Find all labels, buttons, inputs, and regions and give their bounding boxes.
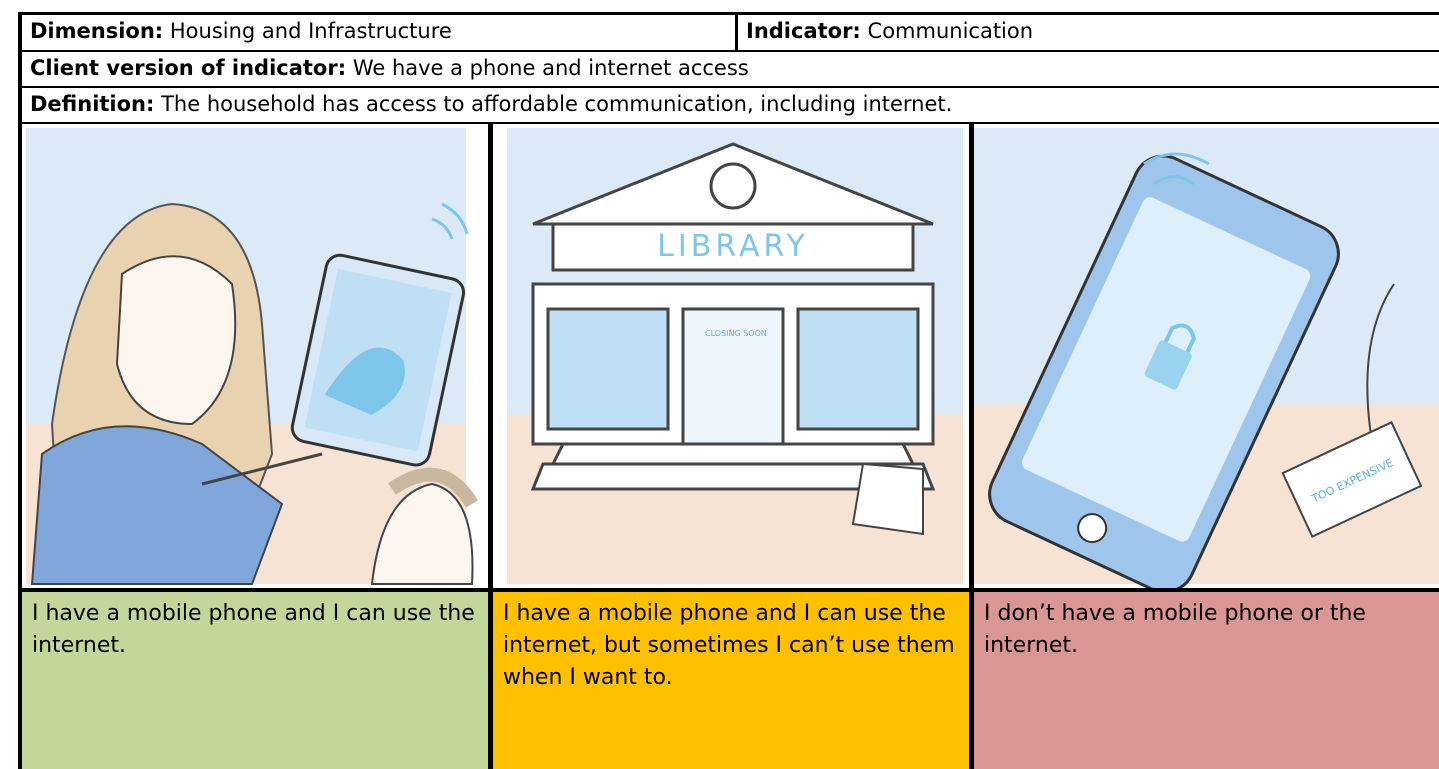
dimension: Housing and Infrastructure [169, 19, 452, 43]
illustration-library: LIBRARY CLOSING SOON [507, 128, 963, 584]
option-cell: I have a mobile phone and I can use the … [493, 592, 969, 769]
client-version-label: Client version of indicator: [30, 56, 347, 80]
illustration-cell [22, 124, 488, 588]
indicator: Communication [867, 19, 1034, 43]
door-sign: CLOSING SOON [705, 329, 767, 338]
library-sign: LIBRARY [657, 229, 809, 264]
illustration-woman-tablet [26, 128, 479, 585]
illustration-cell: LIBRARY CLOSING SOON [493, 124, 969, 588]
illustration-phone: TOO EXPENSIVE [974, 128, 1439, 588]
client-version: We have a phone and internet access [352, 56, 749, 80]
definition: The household has access to affordable c… [161, 92, 953, 116]
indicator-label: Indicator: [746, 19, 861, 43]
indicator-cell: Indicator: Communication [738, 15, 1439, 50]
dimension-cell: Dimension: Housing and Infrastructure [22, 15, 735, 50]
option-cell: I don’t have a mobile phone or the inter… [974, 592, 1439, 769]
dimension-label: Dimension: [30, 19, 164, 43]
option-cell: I have a mobile phone and I can use the … [22, 592, 488, 769]
indicator-table: Dimension: Housing and Infrastructure In… [18, 12, 1439, 769]
option-text: I have a mobile phone and I can use the … [503, 601, 955, 690]
illustration-cell: TOO EXPENSIVE [974, 124, 1439, 588]
definition-cell: Definition: The household has access to … [22, 88, 1439, 122]
client-version-cell: Client version of indicator: We have a p… [22, 52, 1439, 86]
definition-label: Definition: [30, 92, 155, 116]
option-text: I don’t have a mobile phone or the inter… [984, 601, 1366, 658]
option-text: I have a mobile phone and I can use the … [32, 601, 475, 658]
